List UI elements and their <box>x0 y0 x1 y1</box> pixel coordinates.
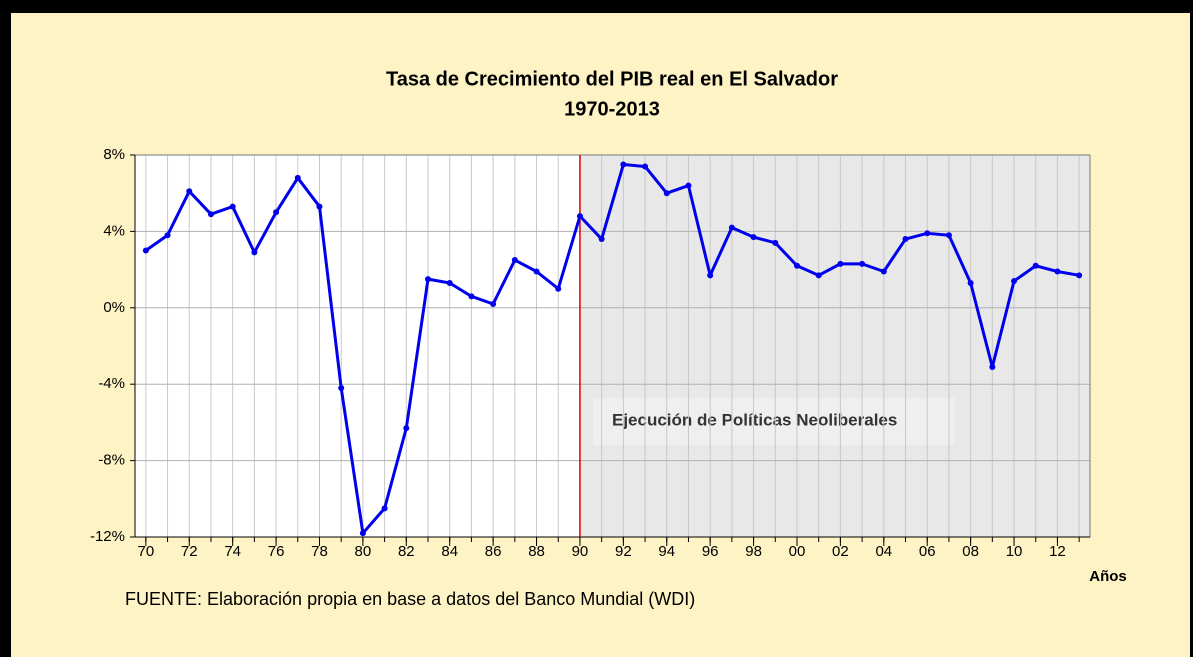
x-tick-label: 90 <box>572 543 589 560</box>
data-point <box>338 385 345 392</box>
data-point <box>837 260 844 267</box>
x-tick-label: 82 <box>398 543 415 560</box>
top-border <box>0 0 1193 13</box>
x-tick-label: 04 <box>875 543 892 560</box>
x-tick-label: 00 <box>789 543 806 560</box>
y-tick-label: 8% <box>103 146 125 163</box>
x-tick-label: 72 <box>181 543 198 560</box>
highlight-region <box>579 155 1090 537</box>
data-point <box>142 247 149 254</box>
data-point <box>707 272 714 279</box>
data-point <box>229 203 236 210</box>
data-point <box>207 211 214 218</box>
data-point <box>663 190 670 197</box>
data-point <box>1011 278 1018 285</box>
data-point <box>750 234 757 241</box>
x-tick-label: 70 <box>138 543 155 560</box>
data-point <box>945 232 952 239</box>
x-tick-label: 10 <box>1006 543 1023 560</box>
data-point <box>598 236 605 243</box>
x-tick-label: 92 <box>615 543 632 560</box>
data-point <box>273 209 280 216</box>
x-tick-label: 02 <box>832 543 849 560</box>
data-point <box>1076 272 1083 279</box>
x-tick-label: 80 <box>355 543 372 560</box>
x-tick-label: 84 <box>441 543 458 560</box>
y-tick-label: 4% <box>103 222 125 239</box>
data-point <box>359 530 366 537</box>
data-point <box>425 276 432 283</box>
x-tick-label: 06 <box>919 543 936 560</box>
left-border <box>0 0 11 657</box>
data-point <box>381 505 388 512</box>
data-point <box>251 249 258 256</box>
data-point <box>902 236 909 243</box>
data-point <box>967 279 974 286</box>
data-point <box>576 213 583 220</box>
data-point <box>772 239 779 246</box>
y-tick-label: -8% <box>98 452 125 469</box>
annotation-box <box>593 398 955 445</box>
y-tick-label: -4% <box>98 375 125 392</box>
y-tick-label: 0% <box>103 299 125 316</box>
x-tick-label: 08 <box>962 543 979 560</box>
data-point <box>793 262 800 269</box>
data-point <box>403 425 410 432</box>
x-tick-label: 88 <box>528 543 545 560</box>
data-point <box>294 174 301 181</box>
x-tick-label: 98 <box>745 543 762 560</box>
data-point <box>555 285 562 292</box>
data-point <box>989 364 996 371</box>
data-point <box>642 163 649 170</box>
data-point <box>164 232 171 239</box>
data-point <box>728 224 735 231</box>
x-axis-label: Años <box>1089 568 1127 585</box>
annotation: Ejecución de Políticas Neoliberales <box>612 410 897 429</box>
x-tick-label: 76 <box>268 543 285 560</box>
data-point <box>924 230 931 237</box>
x-tick-label: 96 <box>702 543 719 560</box>
data-point <box>620 161 627 168</box>
data-point <box>490 300 497 307</box>
data-point <box>880 268 887 275</box>
data-point <box>533 268 540 275</box>
data-point <box>815 272 822 279</box>
x-tick-label: 94 <box>658 543 675 560</box>
data-point <box>511 257 518 264</box>
y-tick-label: -12% <box>90 528 125 545</box>
chart-subtitle: 1970-2013 <box>564 98 660 120</box>
chart-title: Tasa de Crecimiento del PIB real en El S… <box>386 68 838 90</box>
data-point <box>1032 262 1039 269</box>
x-tick-label: 78 <box>311 543 328 560</box>
data-point <box>316 203 323 210</box>
data-point <box>685 182 692 189</box>
source-note: FUENTE: Elaboración propia en base a dat… <box>125 589 695 609</box>
data-point <box>859 260 866 267</box>
data-point <box>468 293 475 300</box>
x-tick-label: 86 <box>485 543 502 560</box>
right-border <box>1190 0 1193 657</box>
data-point <box>446 279 453 286</box>
x-tick-label: 12 <box>1049 543 1066 560</box>
data-line <box>144 163 1080 535</box>
data-point <box>1054 268 1061 275</box>
x-tick-label: 74 <box>224 543 241 560</box>
data-point <box>186 188 193 195</box>
